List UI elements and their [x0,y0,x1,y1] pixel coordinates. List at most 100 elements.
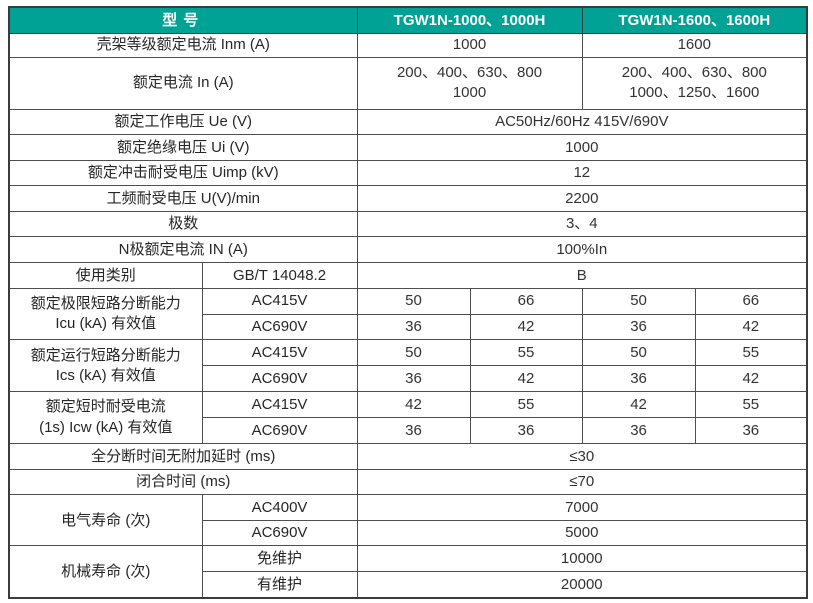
electrical-life-400-sub: AC400V [201,494,358,521]
icw-690-v3: 36 [581,417,696,445]
ics-690-sub: AC690V [201,365,358,393]
row-electrical-life-690: AC690V 5000 [9,519,808,547]
rated-current-value-1000: 200、400、630、800 1000 [356,56,583,110]
icu-415-v3: 50 [581,287,696,315]
icw-415-v1: 42 [356,391,471,419]
row-icw-415: 额定短时耐受电流 (1s) Icw (kA) 有效值 AC415V 42 55 … [8,391,808,445]
rated-current-1000-line2: 1000 [452,84,487,101]
ics-label-line1: 额定运行短路分断能力 [30,346,181,364]
row-power-freq-voltage: 工频耐受电压 U(V)/min 2200 [8,185,808,212]
row-icu-690: AC690V 36 42 36 42 [9,313,808,341]
row-break-time: 全分断时间无附加延时 (ms) ≤30 [8,443,808,470]
usage-category-value: B [356,262,808,289]
icw-label: 额定短时耐受电流 (1s) Icw (kA) 有效值 [8,391,203,445]
ics-415-v4: 55 [694,339,808,367]
ics-415-v2: 55 [469,339,583,367]
usage-category-standard: GB/T 14048.2 [201,262,358,289]
rated-current-label: 额定电流 In (A) [8,56,358,110]
icu-415-sub: AC415V [201,287,358,315]
icw-label-line2: (1s) Icw (kA) 有效值 [39,418,173,436]
row-icu-415: 额定极限短路分断能力 Icu (kA) 有效值 AC415V 50 66 50 … [8,287,808,341]
icu-690-v2: 42 [469,313,583,341]
mechanical-life-free-sub: 免维护 [201,545,358,573]
power-freq-voltage-value: 2200 [356,185,808,212]
power-freq-voltage-label: 工频耐受电压 U(V)/min [8,185,358,212]
icu-415-v1: 50 [356,287,471,315]
electrical-life-label: 电气寿命 (次) [8,494,203,547]
row-n-pole-current: N极额定电流 IN (A) 100%In [8,236,808,264]
closing-time-label: 闭合时间 (ms) [8,468,358,496]
spec-table: 型号 TGW1N-1000、1000H TGW1N-1600、1600H 壳架等… [8,6,809,599]
icw-690-sub: AC690V [201,417,358,445]
insulation-voltage-value: 1000 [356,134,808,161]
icw-label-line1: 额定短时耐受电流 [45,398,166,416]
rated-current-1600-line2: 1000、1250、1600 [629,84,760,101]
electrical-life-690-sub: AC690V [201,519,358,547]
icw-415-v2: 55 [469,391,583,419]
icw-690-v4: 36 [694,417,808,445]
row-usage-category: 使用类别 GB/T 14048.2 B [8,262,808,289]
icu-415-v4: 66 [694,287,808,315]
rated-current-1000-line1: 200、400、630、800 [396,63,543,81]
ics-415-v3: 50 [581,339,696,367]
row-electrical-life-400: 电气寿命 (次) AC400V 7000 [8,494,808,547]
icu-690-v1: 36 [356,313,471,341]
icu-690-v3: 36 [581,313,696,341]
icu-label-line1: 额定极限短路分断能力 [30,294,181,312]
row-mechanical-life-free: 机械寿命 (次) 免维护 10000 [8,545,808,599]
working-voltage-value: AC50Hz/60Hz 415V/690V [356,108,808,136]
n-pole-current-label: N极额定电流 IN (A) [8,236,358,264]
poles-value: 3、4 [356,210,808,238]
ics-415-sub: AC415V [201,339,358,367]
insulation-voltage-label: 额定绝缘电压 Ui (V) [8,134,358,161]
impulse-voltage-value: 12 [356,159,808,187]
row-frame-current: 壳架等级额定电流 Inm (A) 1000 1600 [8,32,808,58]
frame-current-label: 壳架等级额定电流 Inm (A) [8,32,358,58]
row-icw-690: AC690V 36 36 36 36 [9,417,808,445]
row-ics-690: AC690V 36 42 36 42 [9,365,808,393]
row-ics-415: 额定运行短路分断能力 Ics (kA) 有效值 AC415V 50 55 50 … [8,339,808,393]
ics-690-v1: 36 [356,365,471,393]
row-closing-time: 闭合时间 (ms) ≤70 [8,468,808,496]
row-insulation-voltage: 额定绝缘电压 Ui (V) 1000 [8,134,808,161]
icw-690-v2: 36 [469,417,583,445]
usage-category-label: 使用类别 [8,262,203,289]
break-time-value: ≤30 [356,443,808,470]
rated-current-value-1600: 200、400、630、800 1000、1250、1600 [581,56,808,110]
n-pole-current-value: 100%In [356,236,808,264]
closing-time-value: ≤70 [356,468,808,496]
icw-690-v1: 36 [356,417,471,445]
frame-current-value-1600: 1600 [581,32,808,58]
icu-690-sub: AC690V [201,313,358,341]
electrical-life-690-value: 5000 [356,519,808,547]
row-working-voltage: 额定工作电压 Ue (V) AC50Hz/60Hz 415V/690V [8,108,808,136]
row-impulse-voltage: 额定冲击耐受电压 Uimp (kV) 12 [8,159,808,187]
ics-690-v2: 42 [469,365,583,393]
header-model-1000: TGW1N-1000、1000H [356,6,583,34]
header-model-label: 型号 [8,6,358,34]
frame-current-value-1000: 1000 [356,32,583,58]
icw-415-v3: 42 [581,391,696,419]
icw-415-v4: 55 [694,391,808,419]
ics-label-line2: Ics (kA) 有效值 [55,366,156,384]
mechanical-life-label: 机械寿命 (次) [8,545,203,599]
header-row: 型号 TGW1N-1000、1000H TGW1N-1600、1600H [8,6,808,34]
row-mechanical-life-with: 有维护 20000 [9,571,808,599]
ics-label: 额定运行短路分断能力 Ics (kA) 有效值 [8,339,203,393]
ics-415-v1: 50 [356,339,471,367]
row-poles: 极数 3、4 [8,210,808,238]
ics-690-v4: 42 [694,365,808,393]
icu-690-v4: 42 [694,313,808,341]
working-voltage-label: 额定工作电压 Ue (V) [8,108,358,136]
mechanical-life-with-value: 20000 [356,571,808,599]
mechanical-life-free-value: 10000 [356,545,808,573]
mechanical-life-with-sub: 有维护 [201,571,358,599]
electrical-life-400-value: 7000 [356,494,808,521]
icu-label: 额定极限短路分断能力 Icu (kA) 有效值 [8,287,203,341]
impulse-voltage-label: 额定冲击耐受电压 Uimp (kV) [8,159,358,187]
poles-label: 极数 [8,210,358,238]
ics-690-v3: 36 [581,365,696,393]
header-model-1600: TGW1N-1600、1600H [581,6,808,34]
rated-current-1600-line1: 200、400、630、800 [621,63,767,81]
break-time-label: 全分断时间无附加延时 (ms) [8,443,358,470]
